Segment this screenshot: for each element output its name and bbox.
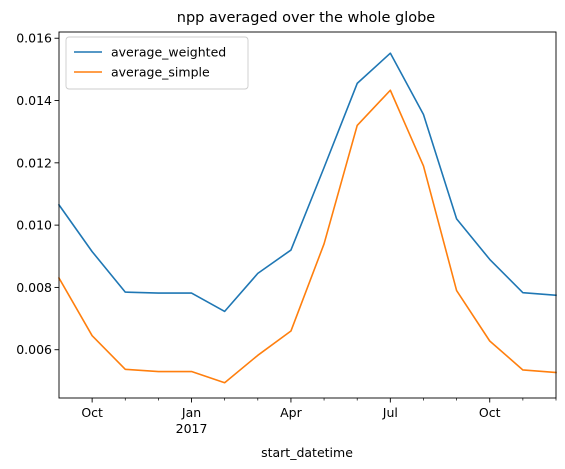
legend: average_weighted average_simple <box>65 36 249 90</box>
y-tick-label: 0.008 <box>16 280 52 295</box>
legend-box <box>65 36 249 90</box>
plot-area <box>59 32 556 398</box>
x-tick-label: Jan <box>181 405 201 420</box>
y-tick-label: 0.016 <box>16 31 52 46</box>
x-tick-label: Oct <box>81 405 103 420</box>
x-axis-label: start_datetime <box>261 445 353 460</box>
y-tick-label: 0.010 <box>16 218 52 233</box>
x-tick-label: Oct <box>479 405 501 420</box>
series-layer <box>57 52 557 384</box>
x-tick-label: Apr <box>280 405 302 420</box>
x-tick-label: Jul <box>382 405 398 420</box>
y-tick-label: 0.014 <box>16 93 52 108</box>
legend-label-average-simple: average_simple <box>111 65 210 80</box>
plot-frame <box>58 31 557 399</box>
y-tick-label: 0.012 <box>16 155 52 170</box>
legend-label-average-weighted: average_weighted <box>111 45 226 60</box>
y-tick-label: 0.006 <box>16 342 52 357</box>
series-line-average-weighted <box>57 52 557 313</box>
x-tick-sublabel: 2017 <box>176 421 208 436</box>
chart-title: npp averaged over the whole globe <box>177 10 436 26</box>
series-line-average-simple <box>57 89 557 384</box>
axes-layer: 0.006 0.008 0.010 0.012 0.014 0.016 Oct Jan2017… <box>16 31 557 436</box>
